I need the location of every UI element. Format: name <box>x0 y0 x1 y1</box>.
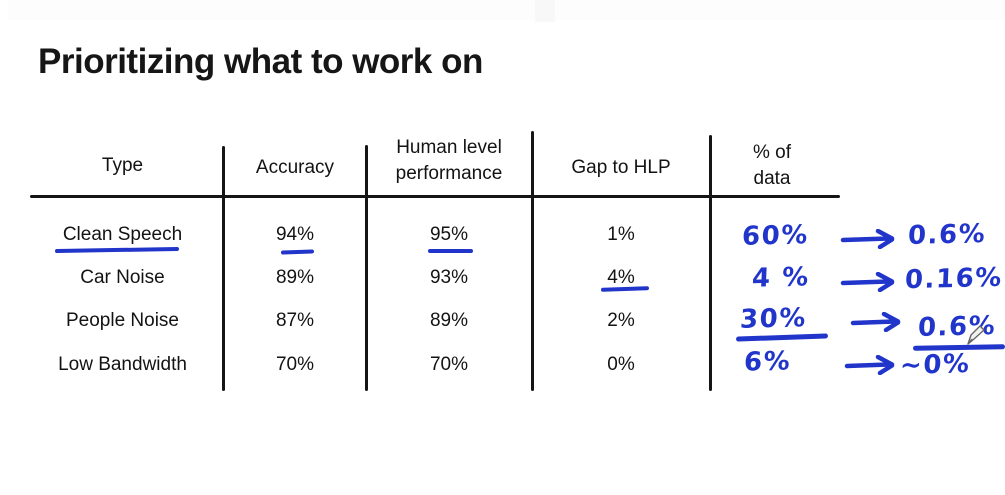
column-header-hlp-line2: performance <box>395 163 503 184</box>
arrow-right-icon <box>844 355 895 375</box>
table-row-cell-gap: 2% <box>607 310 635 331</box>
hand-pct-of-data-row2: 4 % <box>751 262 811 294</box>
table-row-cell-accuracy: 70% <box>275 354 315 375</box>
top-strip-artifact <box>8 0 1005 20</box>
table-vline-2 <box>365 145 368 391</box>
table-row-cell-type: Clean Speech <box>62 224 183 245</box>
column-header-pct-line2: data <box>753 168 791 189</box>
hand-pct-of-data-row3: 30% <box>739 303 808 335</box>
column-header-pct-line1: % of <box>752 142 792 163</box>
arrow-right-icon <box>840 229 895 249</box>
column-header-accuracy: Accuracy <box>255 157 335 178</box>
column-header-gap: Gap to HLP <box>571 157 671 178</box>
header-underline <box>30 195 840 198</box>
hand-underline-95 <box>428 249 473 253</box>
arrow-right-icon <box>840 272 895 292</box>
pen-cursor-icon <box>967 325 985 345</box>
top-strip-block-artifact <box>535 0 555 22</box>
table-vline-3 <box>531 131 534 391</box>
column-header-hlp-line1: Human level <box>396 137 502 158</box>
table-row-cell-type: Low Bandwidth <box>58 354 187 375</box>
hand-underline-clean-speech <box>54 246 180 254</box>
column-header-type: Type <box>101 155 144 176</box>
hand-pct-of-data-row4: 6% <box>743 346 792 378</box>
hand-contribution-row4: ~0% <box>899 349 972 381</box>
table-row-cell-gap: 4% <box>607 267 635 288</box>
table-row-cell-hlp: 70% <box>429 354 469 375</box>
table-vline-4 <box>709 135 712 391</box>
table-row-cell-accuracy: 87% <box>275 310 315 331</box>
hand-contribution-row1: 0.6% <box>907 218 987 252</box>
table-row-cell-accuracy: 89% <box>275 267 315 288</box>
table-row-cell-hlp: 95% <box>429 224 469 245</box>
hand-underline-30pct <box>735 333 829 342</box>
arrow-right-icon <box>850 312 901 332</box>
table-row-cell-hlp: 93% <box>429 267 469 288</box>
table-row-cell-hlp: 89% <box>429 310 469 331</box>
table-vline-1 <box>222 146 225 391</box>
column-header-pct-of-data: % of data <box>712 140 832 192</box>
table-row-cell-accuracy: 94% <box>275 224 315 245</box>
table-row-cell-type: Car Noise <box>80 267 165 288</box>
table-row-cell-gap: 1% <box>607 224 635 245</box>
hand-contribution-row2: 0.16% <box>904 262 1004 296</box>
table-row-cell-gap: 0% <box>607 354 635 375</box>
hand-pct-of-data-row1: 60% <box>741 220 810 252</box>
hand-underline-94 <box>280 249 315 255</box>
column-header-hlp: Human level performance <box>369 135 529 187</box>
table-row-cell-type: People Noise <box>65 310 180 331</box>
page-title: Prioritizing what to work on <box>38 42 483 81</box>
